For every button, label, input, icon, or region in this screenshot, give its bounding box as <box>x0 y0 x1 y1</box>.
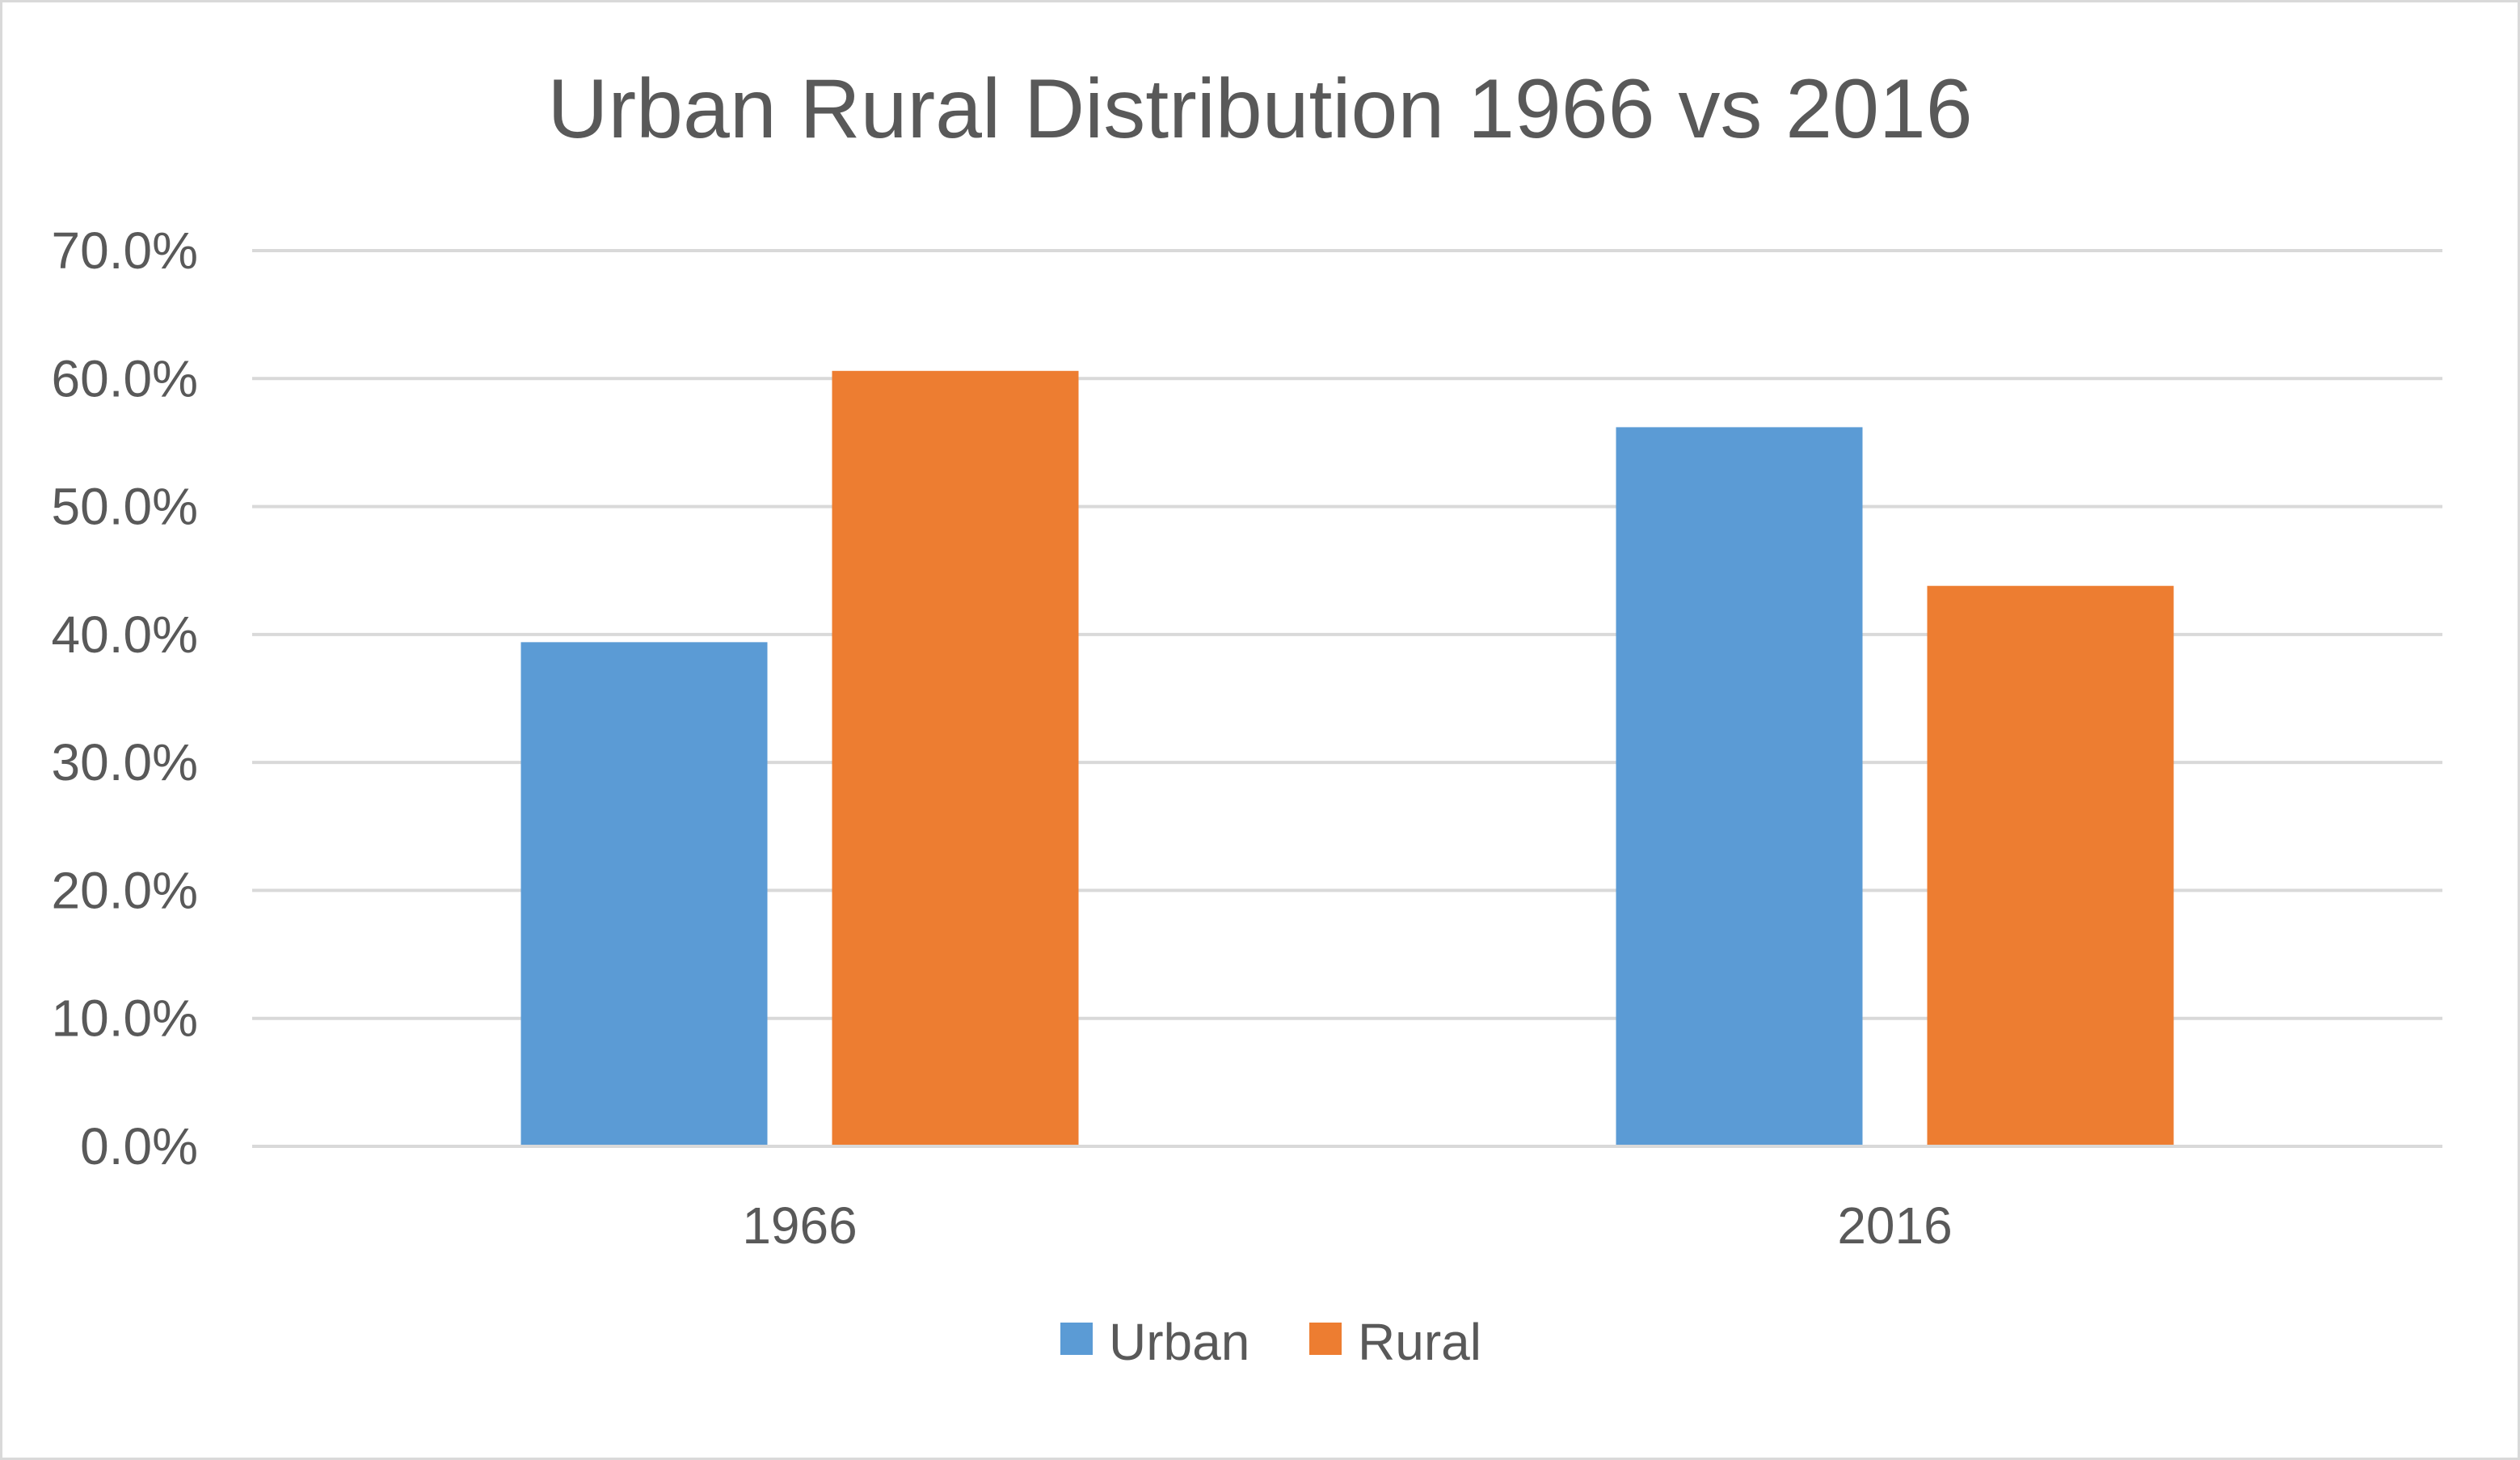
y-tick-label: 0.0% <box>80 1117 198 1175</box>
bar-urban-1966[interactable] <box>520 642 768 1146</box>
y-tick-label: 40.0% <box>52 606 198 664</box>
y-axis-ticks: 0.0% 10.0% 20.0% 30.0% 40.0% 50.0% 60.0% 70.0% <box>52 222 198 1175</box>
y-tick-label: 60.0% <box>52 349 198 407</box>
chart-title: Urban Rural Distribution 1966 vs 2016 <box>547 62 1972 156</box>
legend-swatch-urban <box>1060 1323 1093 1355</box>
x-tick-label: 1966 <box>742 1196 857 1255</box>
x-axis-labels: 1966 2016 <box>742 1196 1952 1255</box>
bar-rural-2016[interactable] <box>1927 585 2174 1146</box>
y-tick-label: 50.0% <box>52 478 198 536</box>
y-tick-label: 30.0% <box>52 733 198 791</box>
bar-rural-1966[interactable] <box>832 370 1079 1146</box>
legend[interactable]: Urban Rural <box>1060 1313 1481 1371</box>
bar-urban-2016[interactable] <box>1616 427 1863 1146</box>
y-tick-label: 70.0% <box>52 222 198 280</box>
y-tick-label: 10.0% <box>52 990 198 1048</box>
bars <box>252 370 2442 1148</box>
y-tick-label: 20.0% <box>52 861 198 919</box>
legend-label-urban: Urban <box>1109 1313 1249 1371</box>
x-tick-label: 2016 <box>1837 1196 1952 1255</box>
legend-label-rural: Rural <box>1358 1313 1481 1371</box>
legend-swatch-rural <box>1309 1323 1342 1355</box>
